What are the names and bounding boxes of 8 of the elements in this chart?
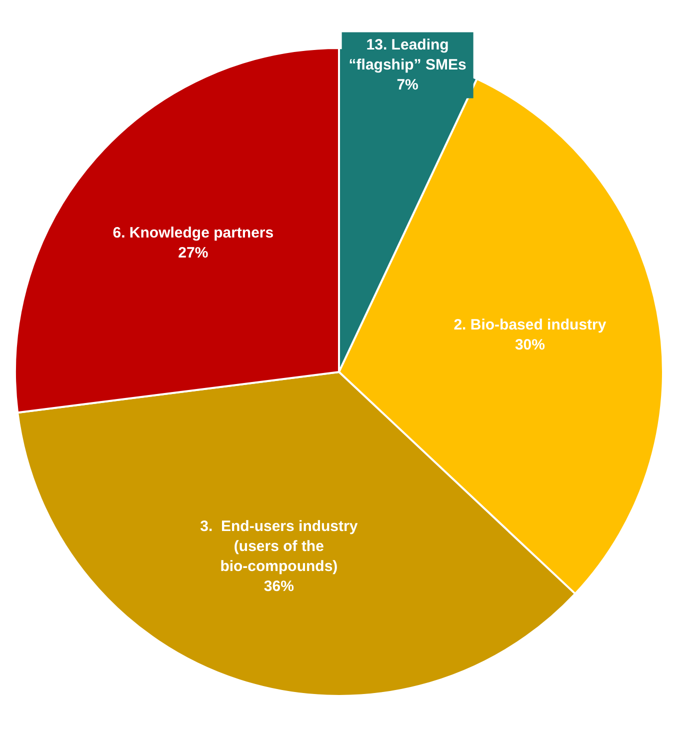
data-label: 36% bbox=[264, 578, 294, 596]
data-label: 30% bbox=[514, 336, 545, 354]
data-label: 7% bbox=[396, 76, 418, 94]
slice-label: 13. Leading “flagship” SMEs bbox=[348, 36, 466, 74]
slice-label: 6. Knowledge partners bbox=[112, 224, 274, 242]
slice-label: 2. Bio-based industry bbox=[454, 316, 607, 334]
data-label: 27% bbox=[178, 244, 208, 262]
slice-label: 3. End-users industry (users of the bio-compounds) bbox=[200, 518, 358, 576]
